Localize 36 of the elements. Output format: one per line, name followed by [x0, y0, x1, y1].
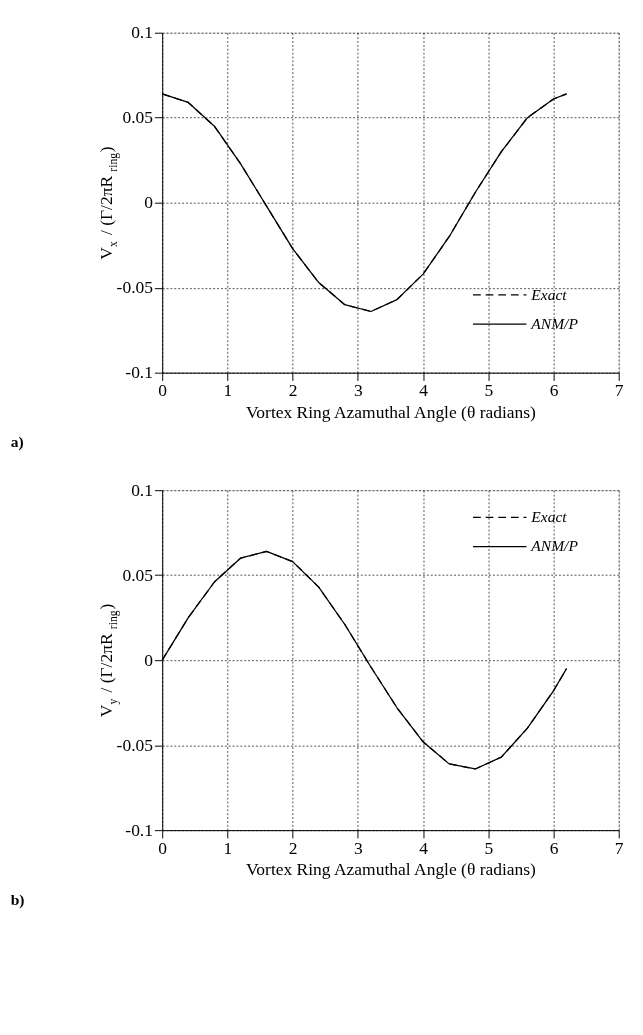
x-tick-label: 5: [484, 837, 494, 858]
y-tick-label: -0.05: [116, 277, 154, 298]
y-tick-label: -0.1: [125, 362, 153, 383]
x-tick-label: 4: [419, 380, 429, 401]
x-tick-label: 6: [549, 380, 559, 401]
x-tick-label: 2: [288, 380, 298, 401]
y-tick-label: 0: [144, 649, 154, 670]
text: b): [10, 890, 25, 909]
y-tick-label: 0.1: [131, 22, 153, 43]
x-tick-label: 1: [223, 837, 233, 858]
x-tick-label: 3: [353, 380, 363, 401]
x-tick-label: 3: [353, 837, 363, 858]
text: a): [10, 433, 24, 452]
x-tick-label: 0: [158, 380, 168, 401]
legend-label: ANM/P: [530, 537, 579, 555]
x-tick-label: 6: [549, 837, 559, 858]
y-tick-label: -0.05: [116, 734, 154, 755]
x-tick-label: 7: [614, 837, 624, 858]
x-tick-label: 2: [288, 837, 298, 858]
legend-label: Exact: [530, 285, 568, 303]
legend-label: ANM/P: [530, 314, 579, 332]
y-tick-label: 0.05: [122, 564, 154, 585]
x-tick-label: 5: [484, 380, 494, 401]
y-tick-label: 0.1: [131, 479, 153, 500]
y-tick-label: -0.1: [125, 819, 153, 840]
x-tick-label: 7: [614, 380, 624, 401]
legend-label: Exact: [530, 508, 568, 526]
y-axis-title: Vx / (Γ/2πRring): [95, 146, 120, 260]
x-tick-label: 4: [419, 837, 429, 858]
y-tick-label: 0.05: [122, 107, 154, 128]
x-axis-title: Vortex Ring Azamuthal Angle (θ radians): [245, 401, 537, 422]
y-axis-title: Vy / (Γ/2πRring): [95, 603, 120, 718]
x-tick-label: 0: [158, 837, 168, 858]
y-tick-label: 0: [144, 192, 154, 213]
x-tick-label: 1: [223, 380, 233, 401]
x-axis-title: Vortex Ring Azamuthal Angle (θ radians): [245, 859, 537, 880]
